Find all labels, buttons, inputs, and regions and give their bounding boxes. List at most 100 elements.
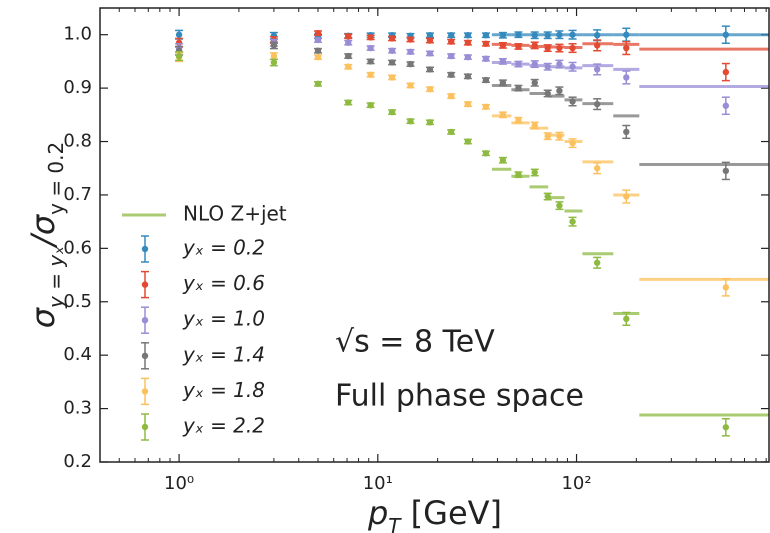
point <box>482 40 490 47</box>
point <box>531 122 538 129</box>
point <box>464 138 472 145</box>
point <box>722 31 730 38</box>
point <box>345 52 352 60</box>
plot-frame <box>99 7 770 463</box>
point <box>270 59 278 66</box>
point <box>407 118 414 125</box>
point <box>388 74 396 81</box>
point <box>569 63 576 70</box>
point <box>482 150 490 157</box>
y-label-part: y = yₓ <box>44 246 68 309</box>
point <box>722 167 730 175</box>
point <box>593 100 601 108</box>
point <box>515 116 522 124</box>
legend-marker <box>141 388 149 395</box>
point <box>426 66 434 73</box>
point <box>447 128 455 136</box>
legend-label: yₓ = 1.0 <box>182 307 265 331</box>
point <box>407 60 414 68</box>
point <box>175 52 183 60</box>
x-label-part: [GeV] <box>401 494 503 532</box>
point <box>556 60 563 68</box>
y-tick-label: 1.0 <box>63 24 92 45</box>
x-tick-label: 10¹ <box>363 473 393 494</box>
legend-label: yₓ = 0.2 <box>182 236 265 260</box>
point <box>722 424 730 431</box>
x-tick-label: 10² <box>561 473 591 494</box>
point <box>544 44 551 52</box>
y-tick-label: 0.7 <box>63 184 92 205</box>
point <box>388 59 396 66</box>
point <box>314 80 322 88</box>
point <box>569 139 576 147</box>
point <box>345 39 352 46</box>
point <box>593 32 601 39</box>
point <box>482 55 490 62</box>
point <box>515 84 522 92</box>
x-axis-label: pT [GeV] <box>367 494 502 533</box>
point <box>314 47 322 54</box>
y-tick-label: 0.8 <box>63 131 92 152</box>
y-tick-label: 0.9 <box>63 77 92 98</box>
y-axis-label: σy = yₓ/σy = 0.2 <box>24 142 68 329</box>
point <box>482 76 490 84</box>
point <box>464 100 472 108</box>
point <box>499 58 507 65</box>
point <box>722 102 730 109</box>
point <box>407 36 414 43</box>
point <box>447 32 455 39</box>
point <box>345 33 352 40</box>
point <box>531 60 538 68</box>
point <box>623 315 630 323</box>
point <box>593 259 601 266</box>
point <box>499 111 507 119</box>
point <box>556 87 563 94</box>
point <box>482 103 490 111</box>
y-label-part: σ <box>24 306 62 328</box>
point <box>593 66 601 73</box>
point <box>464 53 472 61</box>
point <box>556 132 563 140</box>
point <box>531 169 538 176</box>
point <box>569 218 576 225</box>
annotation: √s = 8 TeV <box>335 325 495 360</box>
y-label-part: /σ <box>24 213 62 249</box>
point <box>270 42 278 49</box>
point <box>593 165 601 172</box>
point <box>426 32 434 39</box>
point <box>426 50 434 57</box>
legend-label: NLO Z+jet <box>183 202 287 226</box>
point <box>499 157 507 164</box>
point <box>722 68 730 76</box>
point <box>556 44 563 52</box>
x-label-part: p <box>367 494 388 532</box>
point <box>499 79 507 86</box>
point <box>367 58 374 65</box>
point <box>515 43 522 50</box>
point <box>623 44 630 52</box>
point <box>447 52 455 60</box>
point <box>569 31 576 38</box>
point <box>345 99 352 106</box>
point <box>426 37 434 44</box>
point <box>388 35 396 42</box>
point <box>367 102 374 109</box>
point <box>593 42 601 49</box>
point <box>531 42 538 49</box>
point <box>515 171 522 178</box>
point <box>407 82 414 89</box>
point <box>426 85 434 93</box>
point <box>544 132 551 140</box>
point <box>367 34 374 41</box>
point <box>544 90 551 97</box>
legend-marker <box>141 352 149 359</box>
point <box>544 63 551 70</box>
point <box>515 31 522 38</box>
y-tick-label: 0.2 <box>63 451 92 472</box>
point <box>499 32 507 39</box>
legend-label: yₓ = 2.2 <box>182 414 265 438</box>
point <box>345 63 352 70</box>
point <box>426 119 434 126</box>
point <box>531 32 538 39</box>
